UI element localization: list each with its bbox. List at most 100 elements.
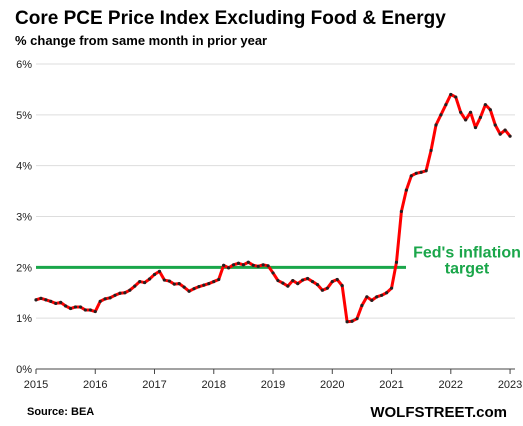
data-point [365, 295, 369, 299]
series-line [34, 93, 512, 324]
data-point [276, 278, 280, 283]
data-point [483, 103, 487, 107]
data-point [93, 309, 97, 314]
data-point [157, 269, 162, 273]
data-point [345, 320, 349, 324]
data-point [54, 301, 58, 306]
y-tick-label: 6% [16, 59, 32, 71]
data-point [108, 296, 112, 300]
data-point [380, 293, 384, 297]
data-point [306, 276, 310, 281]
series-layer [34, 92, 512, 324]
data-point [389, 286, 394, 290]
data-point [459, 110, 463, 114]
data-point [147, 277, 152, 281]
data-point [44, 298, 48, 302]
data-point [394, 260, 399, 264]
data-point [83, 308, 87, 312]
x-tick-label: 2019 [261, 379, 285, 391]
data-point [468, 110, 473, 114]
data-point [123, 291, 127, 295]
data-point [88, 308, 92, 312]
data-point [68, 306, 73, 311]
data-point [207, 282, 211, 286]
data-point [64, 304, 68, 308]
y-tick-label: 4% [16, 161, 32, 173]
data-point [325, 286, 329, 290]
data-point [241, 263, 245, 267]
data-point [256, 264, 260, 268]
x-tick-label: 2023 [498, 379, 522, 391]
x-tick-label: 2018 [202, 379, 226, 391]
x-axis-ticks: 2015 2016 2017 2018 2019 2020 2021 2022 2023 [24, 369, 522, 391]
data-point [409, 174, 413, 178]
x-tick-label: 2022 [439, 379, 463, 391]
data-point [78, 305, 83, 309]
data-point [231, 263, 236, 267]
data-point [301, 278, 305, 282]
data-point [73, 305, 78, 309]
data-point [138, 279, 142, 284]
data-point [34, 298, 38, 302]
data-point [498, 132, 502, 136]
data-point [449, 92, 453, 97]
data-point [162, 278, 166, 282]
data-point [439, 113, 443, 117]
data-point [454, 95, 458, 99]
x-tick-label: 2020 [320, 379, 344, 391]
chart-subtitle: % change from same month in prior year [15, 33, 267, 48]
data-point [320, 288, 325, 292]
data-point [350, 319, 354, 323]
data-point [464, 118, 468, 122]
data-point [182, 285, 186, 289]
data-point [172, 282, 176, 286]
data-point [212, 279, 216, 284]
data-point [508, 134, 512, 138]
data-point [167, 279, 171, 283]
data-point [226, 266, 231, 270]
data-point [222, 263, 226, 267]
target-label-line2: target [445, 260, 490, 277]
y-tick-label: 1% [16, 313, 32, 325]
data-point [360, 303, 364, 308]
data-point [291, 278, 295, 283]
data-point [187, 289, 191, 293]
data-point [399, 209, 404, 214]
data-point [98, 299, 102, 303]
target-label-line1: Fed's inflation [413, 244, 521, 261]
source-label: Source: BEA [27, 406, 94, 418]
data-point [251, 263, 255, 267]
data-point [39, 296, 43, 300]
data-point [197, 285, 201, 289]
data-point [202, 283, 206, 287]
y-tick-label: 2% [16, 262, 32, 274]
data-point [444, 103, 448, 107]
data-point [429, 148, 433, 153]
data-point [385, 291, 389, 295]
data-point [281, 281, 285, 285]
x-tick-label: 2015 [24, 379, 48, 391]
target-label-background [406, 241, 523, 282]
data-point [286, 284, 290, 288]
data-point [143, 280, 147, 285]
data-point [103, 297, 107, 301]
data-point [370, 298, 374, 302]
data-point [133, 284, 137, 288]
data-point [503, 128, 507, 132]
data-point [118, 291, 122, 295]
data-point [128, 288, 132, 292]
data-point [310, 279, 315, 284]
brand-label: WOLFSTREET.com [370, 404, 507, 421]
data-point [424, 169, 428, 173]
y-tick-label: 3% [16, 212, 32, 224]
data-point [113, 293, 117, 297]
data-point [488, 108, 492, 112]
y-axis-ticks: 0% 1% 2% 3% 4% 5% 6% [16, 59, 32, 376]
data-point [315, 283, 320, 287]
y-tick-label: 5% [16, 110, 32, 122]
y-tick-label: 0% [16, 364, 32, 376]
data-point [296, 282, 300, 286]
data-point [414, 171, 418, 175]
data-point [261, 263, 265, 267]
